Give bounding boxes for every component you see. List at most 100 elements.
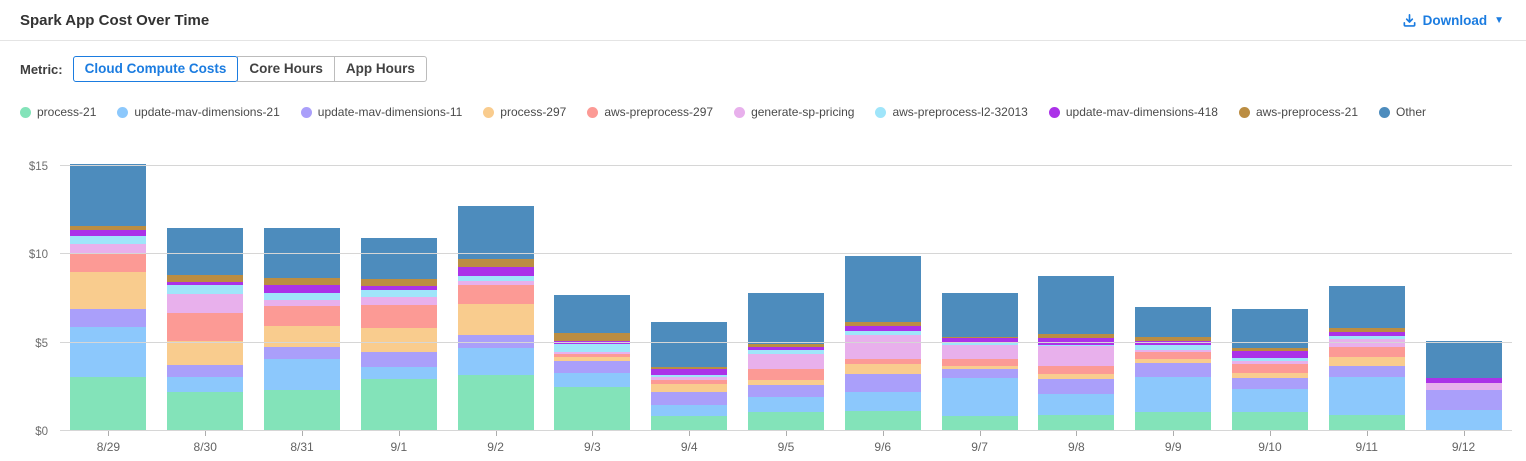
bar-segment-update-mav-dimensions-11[interactable] [747,385,824,397]
bar-segment-update-mav-dimensions-21[interactable] [1231,389,1308,413]
bar-segment-aws-preprocess-21[interactable] [1231,348,1308,351]
bar-segment-update-mav-dimensions-21[interactable] [554,372,631,387]
bar-segment-update-mav-dimensions-11[interactable] [844,374,921,393]
bar-segment-process-21[interactable] [747,412,824,431]
bar-segment-generate-sp-pricing[interactable] [1425,383,1502,391]
bar-segment-update-mav-dimensions-21[interactable] [457,347,534,376]
bar-segment-aws-preprocess-21[interactable] [1038,333,1115,339]
bar-segment-update-mav-dimensions-418[interactable] [1135,340,1212,346]
bar-segment-aws-preprocess-297[interactable] [1231,363,1308,373]
bar-segment-process-21[interactable] [844,410,921,431]
bar-segment-generate-sp-pricing[interactable] [1231,361,1308,364]
bar-stack-9-1[interactable] [360,237,437,431]
bar-segment-aws-preprocess-297[interactable] [457,285,534,304]
bar-segment-generate-sp-pricing[interactable] [941,345,1018,359]
bar-segment-aws-preprocess-21[interactable] [747,343,824,348]
bar-segment-aws-preprocess-21[interactable] [1328,327,1405,333]
bar-segment-aws-preprocess-21[interactable] [263,278,340,286]
bar-segment-update-mav-dimensions-11[interactable] [1328,365,1405,378]
bar-segment-aws-preprocess-l2-32013[interactable] [263,293,340,301]
bar-segment-aws-preprocess-l2-32013[interactable] [457,275,534,281]
bar-segment-process-21[interactable] [457,375,534,431]
bar-segment-update-mav-dimensions-11[interactable] [457,334,534,348]
bar-segment-update-mav-dimensions-21[interactable] [70,326,147,378]
legend-item-process-297[interactable]: process-297 [483,105,566,119]
bar-segment-aws-preprocess-297[interactable] [167,312,244,341]
bar-segment-aws-preprocess-21[interactable] [941,336,1018,339]
bar-segment-process-21[interactable] [554,386,631,431]
legend-item-update-mav-dimensions-11[interactable]: update-mav-dimensions-11 [300,105,462,119]
bar-stack-8-30[interactable] [167,227,244,431]
bar-segment-update-mav-dimensions-11[interactable] [167,364,244,378]
bar-segment-update-mav-dimensions-21[interactable] [1135,377,1212,413]
bar-segment-aws-preprocess-297[interactable] [1328,347,1405,357]
bar-segment-aws-preprocess-l2-32013[interactable] [360,289,437,297]
bar-segment-update-mav-dimensions-418[interactable] [1328,332,1405,336]
bar-segment-aws-preprocess-297[interactable] [360,304,437,328]
legend-item-update-mav-dimensions-21[interactable]: update-mav-dimensions-21 [117,105,280,119]
bar-segment-process-21[interactable] [263,390,340,431]
bar-segment-update-mav-dimensions-21[interactable] [941,378,1018,416]
bar-segment-other[interactable] [554,295,631,333]
bar-segment-process-297[interactable] [941,365,1018,370]
bar-segment-process-21[interactable] [941,415,1018,431]
legend-item-generate-sp-pricing[interactable]: generate-sp-pricing [734,105,854,119]
bar-segment-update-mav-dimensions-418[interactable] [1425,378,1502,384]
bar-segment-aws-preprocess-21[interactable] [844,322,921,326]
bar-segment-aws-preprocess-l2-32013[interactable] [554,344,631,353]
bar-segment-other[interactable] [1135,306,1212,337]
bar-segment-process-297[interactable] [844,363,921,375]
legend-item-process-21[interactable]: process-21 [20,105,96,119]
bar-segment-update-mav-dimensions-11[interactable] [554,361,631,373]
bar-segment-process-297[interactable] [1328,356,1405,366]
bar-segment-aws-preprocess-297[interactable] [554,354,631,357]
bar-segment-update-mav-dimensions-21[interactable] [167,377,244,393]
bar-segment-update-mav-dimensions-11[interactable] [70,309,147,327]
bar-segment-other[interactable] [844,256,921,323]
bar-segment-aws-preprocess-21[interactable] [1135,336,1212,341]
bar-stack-9-2[interactable] [457,205,534,431]
bar-segment-process-21[interactable] [1231,412,1308,431]
bar-stack-9-8[interactable] [1038,276,1115,431]
bar-segment-update-mav-dimensions-11[interactable] [1425,390,1502,410]
bar-segment-process-297[interactable] [1135,359,1212,363]
bar-segment-process-297[interactable] [747,379,824,386]
bar-segment-aws-preprocess-l2-32013[interactable] [167,285,244,295]
bar-segment-other[interactable] [263,227,340,279]
bar-segment-other[interactable] [70,164,147,227]
bar-segment-update-mav-dimensions-11[interactable] [263,347,340,360]
bar-segment-other[interactable] [747,293,824,344]
bar-segment-process-21[interactable] [1328,415,1405,431]
bar-segment-aws-preprocess-21[interactable] [70,226,147,231]
bar-segment-process-297[interactable] [167,340,244,365]
bar-segment-generate-sp-pricing[interactable] [651,377,728,380]
bar-segment-generate-sp-pricing[interactable] [747,354,824,370]
bar-segment-aws-preprocess-21[interactable] [554,333,631,341]
bar-segment-aws-preprocess-l2-32013[interactable] [941,341,1018,346]
bar-segment-other[interactable] [1038,276,1115,334]
bar-segment-update-mav-dimensions-418[interactable] [263,285,340,294]
bar-segment-other[interactable] [1328,286,1405,328]
bar-segment-process-297[interactable] [1038,373,1115,379]
bar-segment-update-mav-dimensions-21[interactable] [1425,409,1502,431]
bar-segment-aws-preprocess-21[interactable] [651,367,728,370]
bar-segment-aws-preprocess-l2-32013[interactable] [70,235,147,244]
bar-segment-process-21[interactable] [1038,415,1115,431]
bar-stack-9-9[interactable] [1135,306,1212,431]
bar-segment-update-mav-dimensions-418[interactable] [554,340,631,345]
bar-segment-aws-preprocess-21[interactable] [167,274,244,282]
bar-segment-aws-preprocess-l2-32013[interactable] [844,331,921,335]
bar-segment-update-mav-dimensions-21[interactable] [1328,377,1405,416]
bar-segment-aws-preprocess-297[interactable] [651,379,728,385]
bar-segment-aws-preprocess-l2-32013[interactable] [1135,345,1212,350]
bar-segment-aws-preprocess-297[interactable] [747,369,824,380]
bar-segment-generate-sp-pricing[interactable] [167,294,244,313]
bar-segment-update-mav-dimensions-418[interactable] [941,338,1018,342]
bar-segment-other[interactable] [941,293,1018,337]
bar-segment-update-mav-dimensions-21[interactable] [844,392,921,411]
bar-segment-other[interactable] [457,205,534,259]
bar-segment-aws-preprocess-l2-32013[interactable] [651,375,728,378]
bar-segment-update-mav-dimensions-11[interactable] [651,392,728,406]
bar-segment-update-mav-dimensions-21[interactable] [1038,393,1115,416]
legend-item-other[interactable]: Other [1379,105,1426,119]
